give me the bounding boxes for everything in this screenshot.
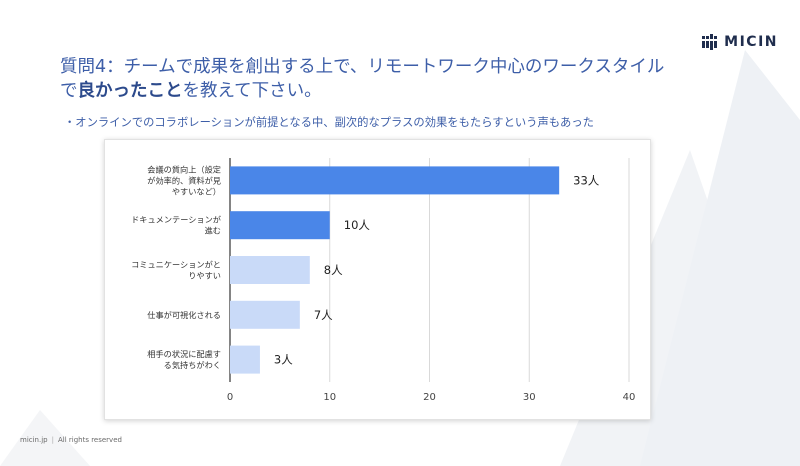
page-title: 質問4：チームで成果を創出する上で、リモートワーク中心のワークスタイル で良かっ… <box>60 55 664 103</box>
x-tick-label: 0 <box>227 392 233 403</box>
category-label: 仕事が可視化される <box>147 310 221 320</box>
x-tick-label: 20 <box>423 392 436 403</box>
footer-rights: All rights reserved <box>57 436 122 444</box>
value-label: 10人 <box>344 218 371 232</box>
x-tick-label: 40 <box>623 392 636 403</box>
value-label: 3人 <box>274 353 293 367</box>
footer-separator: | <box>51 436 54 444</box>
footer-site: micin.jp <box>20 436 48 444</box>
category-label: る気持ちがわく <box>164 360 221 370</box>
title-highlight: 良かったこと <box>77 81 183 101</box>
bar <box>230 300 300 329</box>
x-tick-label: 30 <box>523 392 536 403</box>
title-line-1: 質問4：チームで成果を創出する上で、リモートワーク中心のワークスタイル <box>60 57 665 77</box>
category-label: コミュニケーションがと <box>131 260 221 270</box>
category-label: やすいなど） <box>172 186 221 196</box>
category-label: りやすい <box>188 271 221 281</box>
value-label: 8人 <box>324 263 343 277</box>
footer: micin.jp | All rights reserved <box>20 436 122 444</box>
micin-logo-text: MICIN <box>724 34 778 50</box>
bar <box>230 256 310 284</box>
page-subtitle: ・オンラインでのコラボレーションが前提となる中、副次的なプラスの効果をもたらすと… <box>64 116 594 129</box>
category-label: ドキュメンテーションが <box>131 215 221 225</box>
bar <box>230 166 560 195</box>
micin-logo-icon <box>702 34 719 50</box>
title-line-2-prefix: で <box>60 81 78 101</box>
title-line-2: で良かったことを教えて下さい。 <box>60 79 664 103</box>
title-line-2-suffix: を教えて下さい。 <box>182 81 322 101</box>
category-label: が効率的、資料が見 <box>147 175 221 185</box>
micin-logo: MICIN <box>702 34 778 50</box>
category-label: 会議の質向上（設定 <box>147 164 221 174</box>
x-tick-label: 10 <box>323 392 336 403</box>
category-label: 進む <box>205 226 221 236</box>
chart-container: 0 10 20 30 40 33人 会議の質向上（設定 が効率的、資料が見 やすいなど） 10人 ド… <box>104 139 651 420</box>
category-label: 相手の状況に配慮す <box>147 349 221 359</box>
bar <box>230 211 330 240</box>
value-label: 7人 <box>314 308 333 322</box>
value-label: 33人 <box>573 173 600 187</box>
bar <box>230 345 260 374</box>
